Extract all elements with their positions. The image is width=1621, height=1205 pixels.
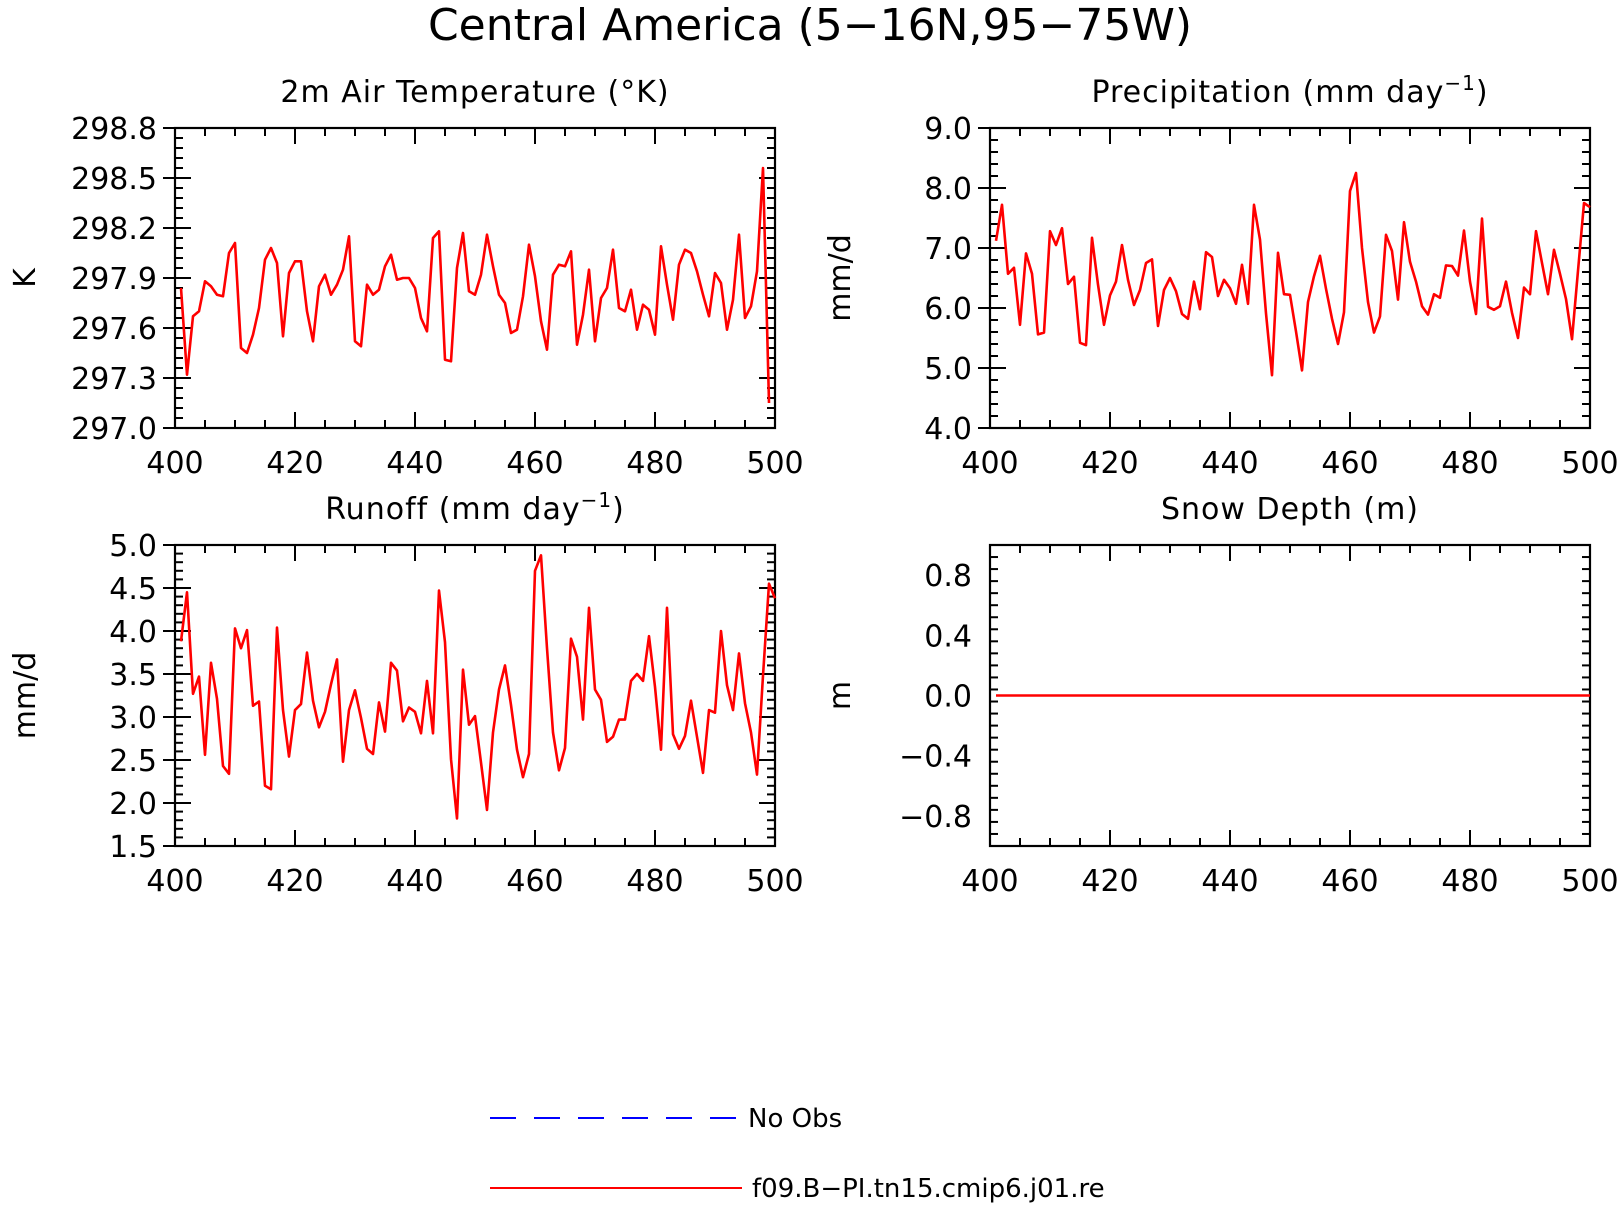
panel-snow-depth: Snow Depth (m) m 400 420 440 460 480 500 −0.8 −0.… (823, 492, 1619, 899)
y-tick-label: 4.5 (109, 572, 157, 607)
y-tick-label: 0.8 (924, 559, 972, 594)
x-tick-label: 500 (1561, 446, 1618, 481)
x-tick-label: 400 (961, 446, 1018, 481)
plot-frame (173, 543, 777, 848)
x-tick-label: 440 (1201, 446, 1258, 481)
x-tick-label: 480 (626, 446, 683, 481)
x-tick-label: 460 (506, 864, 563, 899)
x-tick-label: 500 (746, 864, 803, 899)
panel-temperature: 2m Air Temperature (°K) K 400 420 440 460 480 5… (8, 75, 804, 481)
panel-title-main: Precipitation (mm day (1091, 75, 1444, 110)
panel-title: Precipitation (mm day−1) (1091, 71, 1488, 110)
panel-runoff: Runoff (mm day−1) mm/d 400 420 440 460 480 500 1… (8, 488, 804, 899)
panel-title-tail: ) (1476, 75, 1489, 110)
y-tick-label: 5.0 (924, 352, 972, 387)
x-tick-label: 500 (1561, 864, 1618, 899)
x-tick-label: 500 (746, 446, 803, 481)
panel-title-sup: −1 (581, 488, 612, 512)
x-tick-label: 420 (1081, 446, 1138, 481)
panels: 2m Air Temperature (°K) K 400 420 440 460 480 5… (8, 71, 1619, 899)
y-tick-label: 297.9 (71, 262, 157, 297)
y-axis-label: mm/d (8, 652, 43, 740)
y-tick-label: 0.0 (924, 680, 972, 715)
y-tick-label: 3.0 (109, 701, 157, 736)
x-tick-label: 420 (1081, 864, 1138, 899)
panel-title-main: Snow Depth (m) (1161, 492, 1419, 527)
x-tick-label: 480 (1441, 864, 1498, 899)
panel-title-main: Runoff (mm day (325, 492, 580, 527)
panel-title: 2m Air Temperature (°K) (280, 75, 669, 110)
x-tick-label: 420 (266, 446, 323, 481)
y-tick-label: 1.5 (109, 830, 157, 865)
x-tick-label: 400 (146, 864, 203, 899)
x-tick-label: 440 (386, 864, 443, 899)
x-tick-label: 480 (1441, 446, 1498, 481)
panel-title-sup: −1 (1444, 71, 1475, 95)
y-tick-label: 297.6 (71, 312, 157, 347)
y-tick-label: 298.5 (71, 162, 157, 197)
panel-title-main: 2m Air Temperature (°K) (280, 75, 669, 110)
x-tick-label: 420 (266, 864, 323, 899)
y-tick-label: 7.0 (924, 232, 972, 267)
series-line (994, 171, 1591, 377)
x-tick-label: 460 (1321, 446, 1378, 481)
legend: No Obs f09.B−PI.tn15.cmip6.j01.re (490, 1104, 1105, 1204)
y-axis-label: K (8, 267, 43, 288)
x-tick-label: 440 (386, 446, 443, 481)
panel-title-tail: ) (612, 492, 625, 527)
x-tick-label: 400 (146, 446, 203, 481)
y-axis-label: m (823, 681, 858, 710)
plot-frame (173, 126, 777, 430)
y-tick-label: 298.2 (71, 212, 157, 247)
y-tick-label: 0.4 (924, 619, 972, 654)
panel-precipitation: Precipitation (mm day−1) mm/d 400 420 440 460… (823, 71, 1619, 481)
x-tick-label: 480 (626, 864, 683, 899)
legend-label-no-obs: No Obs (748, 1104, 842, 1134)
x-tick-label: 460 (506, 446, 563, 481)
y-axis-label: mm/d (823, 234, 858, 322)
y-tick-label: 297.0 (71, 412, 157, 447)
y-tick-label: 3.5 (109, 658, 157, 693)
y-tick-label: −0.8 (899, 800, 972, 835)
x-tick-label: 440 (1201, 864, 1258, 899)
y-tick-label: 5.0 (109, 529, 157, 564)
x-tick-label: 400 (961, 864, 1018, 899)
y-tick-label: 2.0 (109, 787, 157, 822)
y-tick-label: 4.0 (924, 412, 972, 447)
series-line (179, 166, 771, 404)
panel-title: Snow Depth (m) (1161, 492, 1419, 527)
y-tick-label: 4.0 (109, 615, 157, 650)
legend-label-model: f09.B−PI.tn15.cmip6.j01.re (752, 1174, 1105, 1204)
y-tick-label: 298.8 (71, 112, 157, 147)
panel-title: Runoff (mm day−1) (325, 488, 625, 527)
y-tick-label: 8.0 (924, 172, 972, 207)
plot-frame (988, 126, 1592, 430)
y-tick-label: 2.5 (109, 744, 157, 779)
y-tick-label: 297.3 (71, 362, 157, 397)
y-tick-label: 6.0 (924, 292, 972, 327)
figure-title: Central America (5−16N,95−75W) (428, 0, 1192, 51)
series-line (179, 553, 777, 820)
x-tick-label: 460 (1321, 864, 1378, 899)
y-tick-label: 9.0 (924, 112, 972, 147)
y-tick-label: −0.4 (899, 740, 972, 775)
